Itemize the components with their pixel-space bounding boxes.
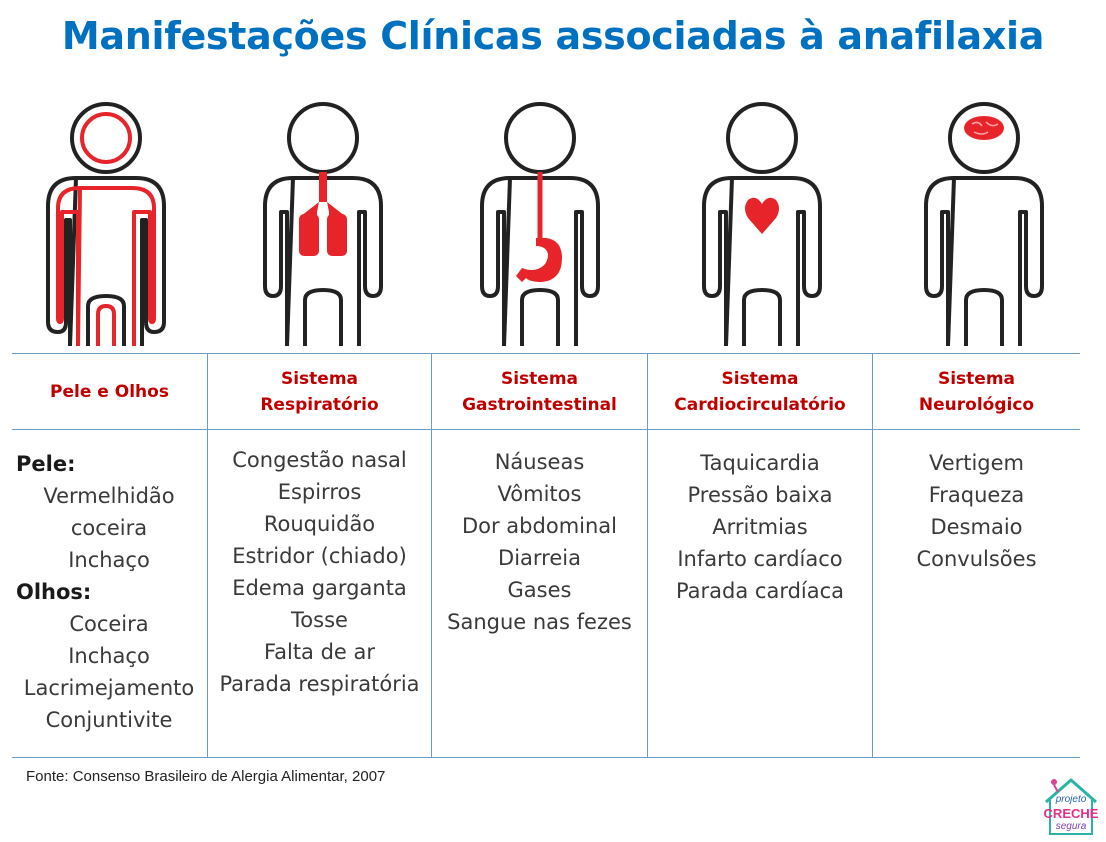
stomach-icon xyxy=(480,102,600,346)
header-line: Sistema xyxy=(500,369,578,389)
list-item: Convulsões xyxy=(916,547,1037,571)
column-list-respiratory: Congestão nasal Espirros Rouquidão Estridor… xyxy=(208,444,431,700)
page-title: Manifestações Clínicas associadas à anaf… xyxy=(61,14,1045,58)
list-subheading: Olhos: xyxy=(16,580,92,604)
skin-eyes-icon xyxy=(46,102,166,346)
list-item: Edema garganta xyxy=(232,576,407,600)
list-item: Tosse xyxy=(291,608,348,632)
brain-icon xyxy=(924,102,1044,346)
header-line: Pele e Olhos xyxy=(50,382,169,402)
list-item: Náuseas xyxy=(494,450,585,474)
list-item: Coceira xyxy=(69,612,149,636)
header-line: Sistema xyxy=(937,369,1016,389)
header-line: Cardiocirculatório xyxy=(674,395,846,415)
column-header-neuro: Sistema Neurológico xyxy=(873,354,1080,430)
lungs-icon xyxy=(263,102,383,346)
header-line: Neurológico xyxy=(918,395,1035,415)
list-item: Gases xyxy=(507,578,572,602)
list-item: Inchaço xyxy=(68,644,150,668)
list-item: Parada cardíaca xyxy=(675,579,845,603)
creche-segura-logo: projeto CRECHE segura xyxy=(1040,772,1102,838)
logo-line: segura xyxy=(1055,821,1087,832)
list-item: Inchaço xyxy=(68,548,150,572)
list-item: Congestão nasal xyxy=(232,448,407,472)
column-header-respiratory: Sistema Respiratório xyxy=(208,354,431,430)
list-item: Conjuntivite xyxy=(45,708,173,732)
list-item: Dor abdominal xyxy=(461,514,617,538)
house-icon xyxy=(1045,778,1097,835)
list-item: Fraqueza xyxy=(928,483,1025,507)
list-item: coceira xyxy=(70,516,148,540)
figure-neuro xyxy=(914,100,1054,346)
logo-line: CRECHE xyxy=(1043,806,1099,821)
list-item: Lacrimejamento xyxy=(23,676,195,700)
heart-icon xyxy=(702,102,822,346)
list-item: Espirros xyxy=(277,480,362,504)
column-list-skin-eyes: Pele: Vermelhidão coceira Inchaço Olhos: Coce… xyxy=(16,448,202,736)
header-line: Sistema xyxy=(280,369,358,389)
list-item: Falta de ar xyxy=(263,640,376,664)
figure-skin-eyes xyxy=(36,100,176,346)
list-item: Infarto cardíaco xyxy=(677,547,843,571)
list-item: Vômitos xyxy=(497,482,582,506)
list-item: Rouquidão xyxy=(263,512,376,536)
list-item: Vermelhidão xyxy=(43,484,175,508)
column-list-neuro: Vertigem Fraqueza Desmaio Convulsões xyxy=(873,447,1080,575)
column-list-cardio: Taquicardia Pressão baixa Arritmias Infarto… xyxy=(648,447,872,607)
column-header-skin-eyes: Pele e Olhos xyxy=(12,354,207,430)
column-header-cardio: Sistema Cardiocirculatório xyxy=(648,354,872,430)
list-item: Vertigem xyxy=(928,451,1025,475)
list-item: Pressão baixa xyxy=(687,483,833,507)
list-item: Arritmias xyxy=(712,515,808,539)
list-subheading: Pele: xyxy=(16,452,76,476)
source-citation: Fonte: Consenso Brasileiro de Alergia Al… xyxy=(26,768,386,785)
list-item: Parada respiratória xyxy=(219,672,420,696)
list-item: Diarreia xyxy=(498,546,581,570)
table-bottom-border xyxy=(12,757,1080,758)
list-item: Estridor (chiado) xyxy=(232,544,407,568)
header-line: Sistema xyxy=(721,369,799,389)
list-item: Desmaio xyxy=(930,515,1023,539)
column-header-gastro: Sistema Gastrointestinal xyxy=(432,354,647,430)
header-line: Gastrointestinal xyxy=(462,395,617,415)
logo-line: projeto xyxy=(1055,794,1087,805)
list-item: Sangue nas fezes xyxy=(447,610,632,634)
figure-cardio xyxy=(692,100,832,346)
figure-gastro xyxy=(470,100,610,346)
header-line: Respiratório xyxy=(260,395,379,415)
figure-respiratory xyxy=(253,100,393,346)
column-list-gastro: Náuseas Vômitos Dor abdominal Diarreia Gases… xyxy=(432,446,647,638)
list-item: Taquicardia xyxy=(700,451,820,475)
